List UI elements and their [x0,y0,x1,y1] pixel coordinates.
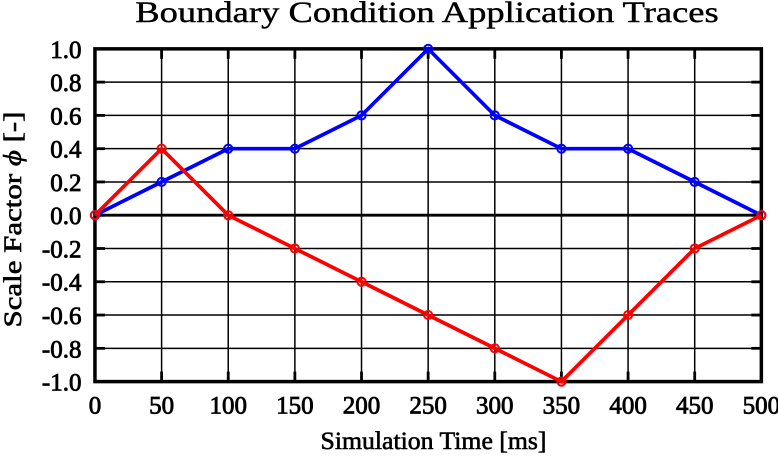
svg-text:-0.6: -0.6 [42,303,82,330]
svg-text:-0.4: -0.4 [42,270,82,297]
svg-text:0.0: 0.0 [50,203,81,230]
svg-text:50: 50 [149,393,174,420]
svg-text:100: 100 [209,393,247,420]
svg-text:Boundary Condition Application: Boundary Condition Application Traces [135,0,719,29]
svg-text:400: 400 [609,393,647,420]
svg-text:0.4: 0.4 [50,137,82,164]
svg-text:300: 300 [476,393,514,420]
svg-text:-0.8: -0.8 [42,336,82,363]
svg-text:250: 250 [409,393,447,420]
svg-text:-0.2: -0.2 [42,237,82,264]
svg-text:0.2: 0.2 [50,170,81,197]
svg-text:Simulation Time [ms]: Simulation Time [ms] [321,428,547,455]
svg-text:350: 350 [543,393,581,420]
svg-text:450: 450 [676,393,714,420]
svg-text:1.0: 1.0 [50,37,81,64]
svg-text:0.8: 0.8 [50,70,81,97]
svg-text:0.6: 0.6 [50,103,81,130]
svg-text:-1.0: -1.0 [42,370,82,397]
svg-text:200: 200 [343,393,381,420]
svg-text:500: 500 [743,393,778,420]
svg-text:150: 150 [276,393,314,420]
svg-text:0: 0 [89,393,102,420]
svg-text:Scale Factor ϕ [-]: Scale Factor ϕ [-] [0,111,27,327]
